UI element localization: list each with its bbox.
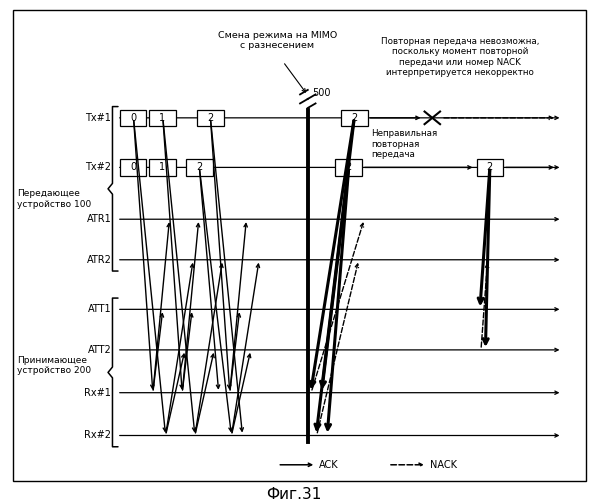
Text: 2: 2 — [351, 113, 358, 123]
Text: ATT2: ATT2 — [87, 345, 111, 355]
Bar — [335, 160, 362, 176]
Text: 1: 1 — [159, 113, 165, 123]
Bar — [120, 160, 146, 176]
Text: Смена режима на MIMO
с разнесением: Смена режима на MIMO с разнесением — [218, 31, 337, 50]
Text: Rx#2: Rx#2 — [84, 430, 111, 440]
Text: 500: 500 — [312, 88, 331, 98]
Text: ATR2: ATR2 — [86, 255, 111, 265]
Text: 2: 2 — [207, 113, 213, 123]
Text: 1: 1 — [159, 162, 165, 172]
Bar — [149, 160, 176, 176]
Text: ATR1: ATR1 — [87, 214, 111, 224]
Bar — [120, 110, 146, 126]
Text: 0: 0 — [130, 162, 136, 172]
Bar — [149, 110, 176, 126]
Text: 0: 0 — [130, 113, 136, 123]
Text: Передающее
устройство 100: Передающее устройство 100 — [17, 189, 92, 208]
Text: Неправильная
повторная
передача: Неправильная повторная передача — [371, 129, 438, 159]
Text: Повторная передача невозможна,
поскольку момент повторной
передачи или номер NAC: Повторная передача невозможна, поскольку… — [381, 36, 539, 77]
Text: 2: 2 — [196, 162, 202, 172]
Bar — [477, 160, 503, 176]
Bar — [186, 160, 213, 176]
Text: 2: 2 — [487, 162, 493, 172]
Bar — [197, 110, 223, 126]
Text: ATT1: ATT1 — [87, 304, 111, 314]
Text: NACK: NACK — [429, 460, 456, 470]
Text: 2: 2 — [346, 162, 352, 172]
Text: Принимающее
устройство 200: Принимающее устройство 200 — [17, 356, 92, 376]
Text: Tx#2: Tx#2 — [86, 162, 111, 172]
Text: Tx#1: Tx#1 — [86, 113, 111, 123]
Text: ACK: ACK — [319, 460, 338, 470]
Text: Фиг.31: Фиг.31 — [267, 486, 322, 500]
Bar — [341, 110, 368, 126]
Text: Rx#1: Rx#1 — [84, 388, 111, 398]
